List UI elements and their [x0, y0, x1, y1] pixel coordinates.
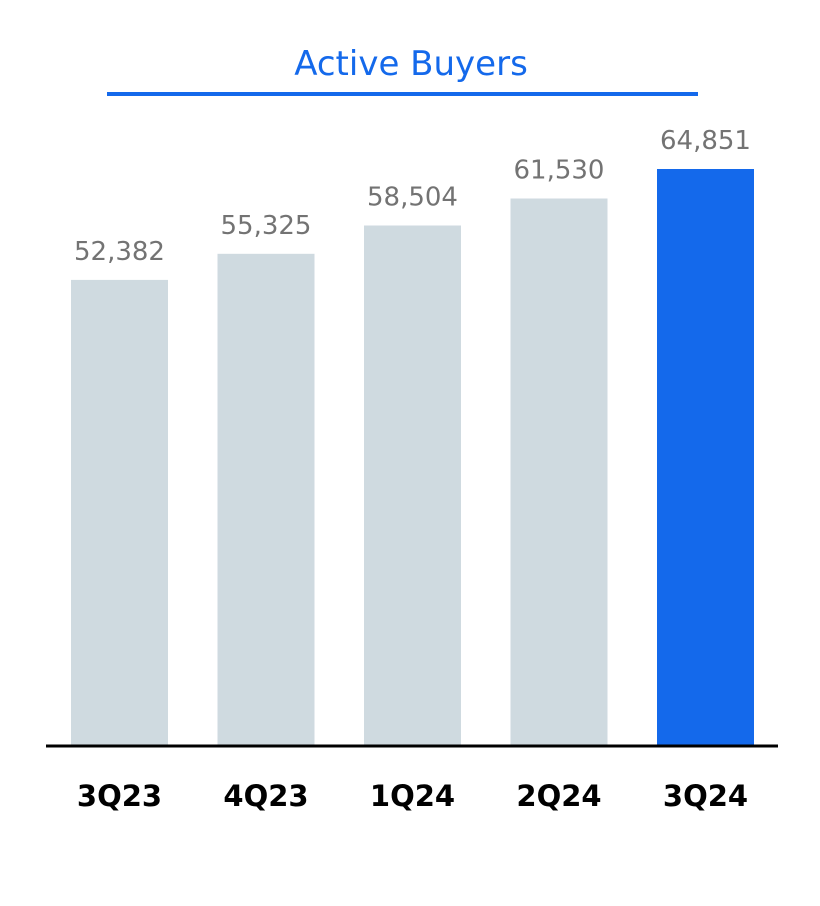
value-label-3q23: 52,382	[74, 237, 165, 267]
value-label-2q24: 61,530	[514, 156, 605, 186]
category-label-4q23: 4Q23	[223, 779, 308, 813]
bar-group: 52,382 3Q23 55,325 4Q23 58,504 1Q24 61,530 2Q24…	[71, 126, 754, 813]
bar-3q24	[657, 169, 754, 746]
chart-title: Active Buyers	[294, 44, 528, 84]
bar-4q23	[217, 253, 315, 747]
category-label-2q24: 2Q24	[516, 779, 601, 813]
category-label-3q23: 3Q23	[77, 779, 162, 813]
category-label-1q24: 1Q24	[370, 779, 455, 813]
bar-1q24	[364, 225, 461, 746]
bar-2q24	[510, 198, 608, 746]
value-label-3q24: 64,851	[660, 126, 751, 156]
category-label-3q24: 3Q24	[663, 779, 748, 813]
bar-3q23	[71, 279, 168, 746]
value-label-1q24: 58,504	[367, 183, 458, 213]
value-label-4q23: 55,325	[221, 211, 312, 241]
